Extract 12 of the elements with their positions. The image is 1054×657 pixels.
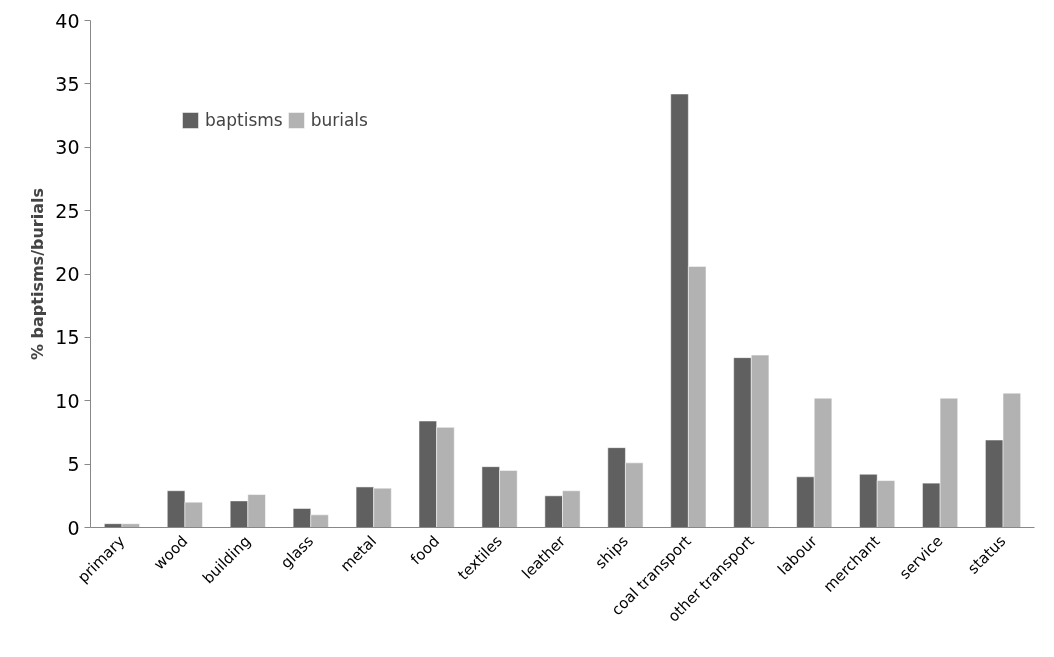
y-tick-label: 15: [55, 326, 80, 349]
y-tick-label: 5: [67, 453, 80, 476]
y-tick-label: 10: [55, 389, 80, 412]
y-tick-label: 35: [55, 72, 80, 95]
y-tick-label: 40: [55, 9, 80, 32]
y-tick-label: 25: [55, 199, 80, 222]
y-axis-title: % baptisms/burials: [28, 187, 48, 361]
legend-label: baptisms: [205, 110, 283, 130]
y-tick-label: 20: [55, 263, 80, 285]
y-tick-label: 0: [67, 516, 80, 539]
y-tick-label: 30: [55, 136, 80, 159]
legend-label: burials: [310, 110, 368, 130]
